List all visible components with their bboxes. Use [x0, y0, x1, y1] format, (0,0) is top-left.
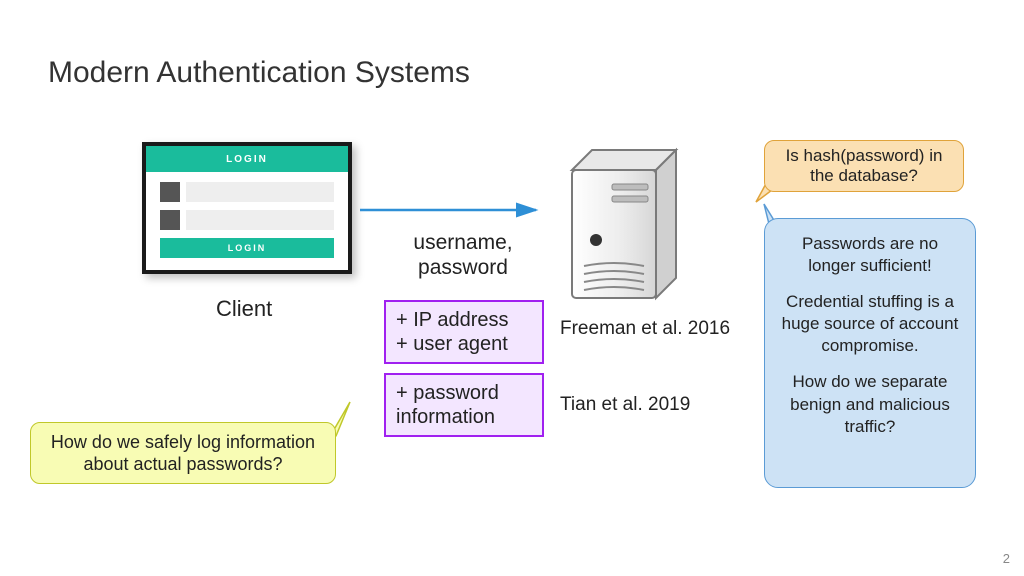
- slide-title: Modern Authentication Systems: [48, 56, 470, 90]
- login-client-mockup: LOGIN LOGIN: [142, 142, 352, 274]
- orange-callout: Is hash(password) in the database?: [764, 140, 964, 192]
- server-icon: [554, 140, 684, 310]
- extra-signals-box-1: + IP address + user agent: [384, 300, 544, 364]
- citation-1: Freeman et al. 2016: [560, 318, 730, 340]
- login-username-field: [186, 182, 334, 202]
- orange-callout-text: Is hash(password) in the database?: [775, 146, 953, 187]
- box2-line2: information: [396, 405, 532, 429]
- client-label: Client: [216, 296, 272, 322]
- login-field-row: [160, 182, 334, 202]
- box1-line2: + user agent: [396, 332, 532, 356]
- box2-line1: + password: [396, 381, 532, 405]
- yellow-callout: How do we safely log information about a…: [30, 422, 336, 484]
- login-field-icon: [160, 210, 180, 230]
- extra-signals-box-2: + password information: [384, 373, 544, 437]
- box1-line1: + IP address: [396, 308, 532, 332]
- login-submit-button: LOGIN: [160, 238, 334, 258]
- arrow-client-to-server: [358, 200, 548, 220]
- citation-2: Tian et al. 2019: [560, 394, 690, 416]
- login-body: LOGIN: [146, 172, 348, 268]
- blue-callout: Passwords are no longer sufficient! Cred…: [764, 218, 976, 488]
- yellow-callout-text: How do we safely log information about a…: [43, 431, 323, 476]
- blue-callout-p3: How do we separate benign and malicious …: [777, 371, 963, 437]
- blue-callout-p2: Credential stuffing is a huge source of …: [777, 291, 963, 357]
- login-field-row: [160, 210, 334, 230]
- login-field-icon: [160, 182, 180, 202]
- credentials-label: username, password: [398, 230, 528, 280]
- login-header: LOGIN: [146, 146, 348, 172]
- page-number: 2: [1003, 551, 1010, 566]
- blue-callout-p1: Passwords are no longer sufficient!: [777, 233, 963, 277]
- login-password-field: [186, 210, 334, 230]
